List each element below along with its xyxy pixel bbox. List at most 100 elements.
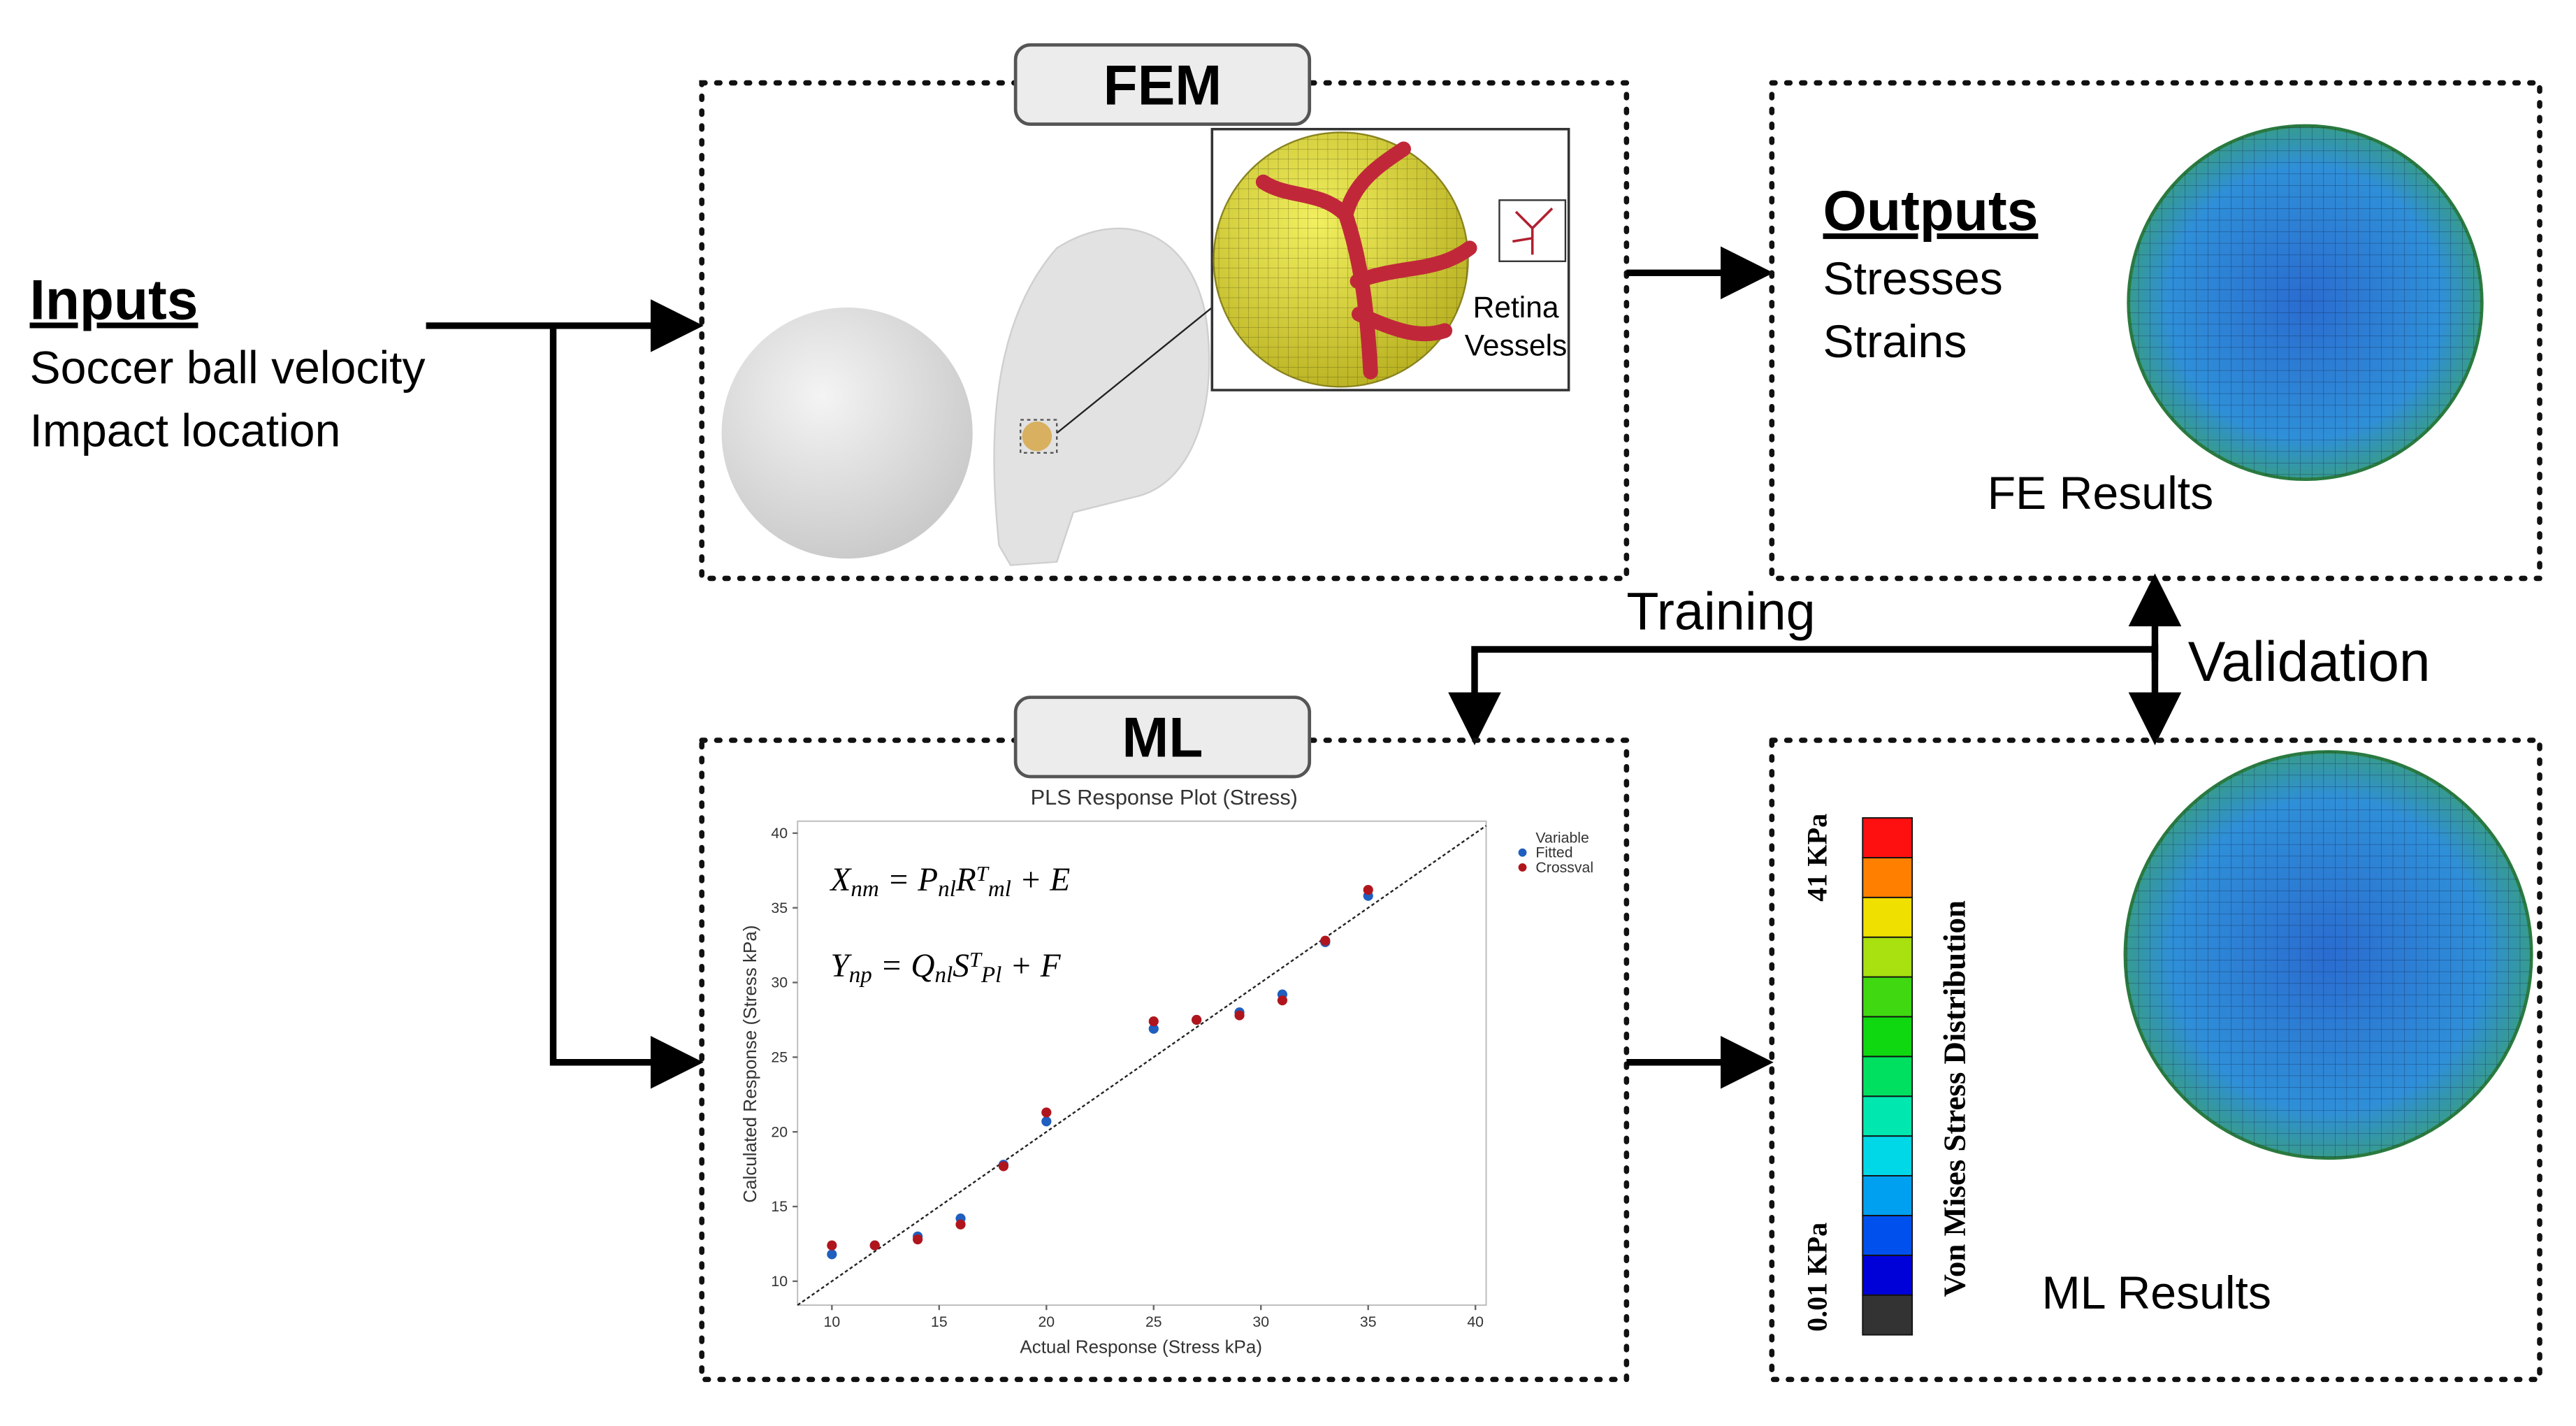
- point: [1148, 1016, 1159, 1027]
- colorbar-title: Von Mises Stress Distribution: [1937, 900, 1972, 1297]
- colorbar-segment: [1862, 1175, 1913, 1216]
- y-tick-label: 25: [771, 1049, 788, 1065]
- x-axis-label: Actual Response (Stress kPa): [1020, 1337, 1262, 1357]
- equation-part: Y: [830, 948, 852, 984]
- point: [1234, 1010, 1245, 1021]
- point: [1192, 1014, 1202, 1025]
- equation-part: Pl: [981, 963, 1001, 988]
- x-tick-label: 15: [931, 1313, 948, 1330]
- x-tick-label: 35: [1360, 1313, 1377, 1330]
- input-item: Impact location: [30, 405, 341, 456]
- equation-part: S: [953, 948, 969, 984]
- colorbar-segment: [1862, 1016, 1913, 1058]
- colorbar-segment: [1862, 1135, 1913, 1176]
- zoom-box: [1020, 419, 1058, 454]
- y-axis-label: Calculated Response (Stress kPa): [739, 926, 760, 1203]
- outputs-title: Outputs: [1823, 180, 2039, 243]
- y-tick-label: 10: [771, 1273, 788, 1290]
- training-label: Training: [1626, 583, 1815, 642]
- output-item: Stresses: [1823, 253, 2003, 305]
- point: [955, 1219, 966, 1230]
- point: [1363, 884, 1373, 895]
- colorbar-segment: [1862, 817, 1913, 858]
- arrow: [549, 325, 704, 1089]
- equation-part: T: [969, 948, 983, 972]
- validation-label: Validation: [2188, 631, 2431, 693]
- x-tick-label: 25: [1145, 1313, 1162, 1330]
- colorbar-segment: [1862, 896, 1913, 938]
- point: [913, 1234, 923, 1245]
- soccer-ball: [721, 307, 973, 559]
- colorbar-segment: [1862, 1095, 1913, 1137]
- fe-mesh: [2128, 126, 2482, 480]
- point: [869, 1240, 880, 1251]
- y-tick-label: 20: [771, 1123, 788, 1140]
- equation-part: X: [829, 862, 852, 898]
- equation-part: nm: [851, 877, 878, 902]
- training-arrow: [1448, 646, 2155, 746]
- point: [1277, 995, 1288, 1006]
- colorbar-segment: [1862, 1214, 1913, 1256]
- colorbar-min: 0.01 KPa: [1801, 1223, 1832, 1332]
- ml-box: [699, 737, 1630, 1383]
- y-tick-label: 40: [771, 825, 788, 842]
- colorbar-segment: [1862, 1294, 1913, 1336]
- legend-marker: [1518, 863, 1527, 872]
- fe-caption: FE Results: [1988, 468, 2213, 519]
- inputs-title: Inputs: [30, 268, 198, 331]
- x-tick-label: 40: [1467, 1313, 1484, 1330]
- ml-label: ML: [1122, 707, 1203, 770]
- point: [1041, 1107, 1052, 1118]
- ml-label-box: [1013, 696, 1312, 779]
- ml-caption: ML Results: [2042, 1267, 2271, 1319]
- point: [998, 1161, 1008, 1172]
- inset-label: Retina: [1473, 291, 1559, 324]
- y-tick-label: 15: [771, 1198, 788, 1215]
- fem-label: FEM: [1104, 54, 1222, 117]
- equation-part: T: [976, 862, 990, 886]
- eye: [1022, 421, 1052, 452]
- output-item: Strains: [1823, 316, 1967, 368]
- scatter-plot: 10 15 20 25 30 35 40 10 15 20 25 30 35 40 FittedCrossv…: [771, 820, 1593, 1330]
- x-tick-label: 20: [1038, 1313, 1055, 1330]
- legend-entry: Crossval: [1535, 859, 1593, 876]
- equation-part: = P: [879, 862, 938, 898]
- plot-title: PLS Response Plot (Stress): [1031, 785, 1298, 809]
- plot-frame: [797, 820, 1487, 1306]
- legend-marker: [1518, 848, 1527, 857]
- x-tick-label: 10: [824, 1313, 841, 1330]
- vessel-icon: [1512, 207, 1554, 255]
- equation: Xnm = PnlRTml + E: [829, 862, 1070, 902]
- ml-results-box: [1769, 737, 2542, 1383]
- reference-line: [797, 825, 1487, 1306]
- colorbar-segment: [1862, 1254, 1913, 1296]
- equation-part: nl: [934, 963, 953, 988]
- point: [827, 1240, 837, 1251]
- legend-entry: Fitted: [1535, 844, 1572, 861]
- inset-label: Vessels: [1465, 329, 1568, 362]
- equation-part: = Q: [872, 948, 935, 984]
- point: [1148, 1023, 1159, 1034]
- equation-part: + E: [1011, 862, 1071, 898]
- input-item: Soccer ball velocity: [30, 343, 426, 394]
- colorbar-segment: [1862, 936, 1913, 978]
- fem-label-box: [1013, 43, 1312, 127]
- colorbar-segment: [1862, 856, 1913, 898]
- equation: Ynp = QnlSTPl + F: [830, 948, 1061, 988]
- equation-part: nl: [938, 877, 956, 902]
- equation-part: np: [849, 963, 872, 988]
- x-tick-label: 30: [1252, 1313, 1269, 1330]
- colorbar-segment: [1862, 976, 1913, 1018]
- point: [1320, 935, 1331, 946]
- colorbar: [1862, 817, 1913, 1336]
- equation-part: R: [955, 862, 976, 898]
- point: [827, 1249, 837, 1260]
- colorbar-max: 41 KPa: [1801, 814, 1832, 902]
- y-tick-label: 30: [771, 974, 788, 991]
- y-tick-label: 35: [771, 900, 788, 916]
- equation-part: ml: [988, 877, 1011, 902]
- colorbar-segment: [1862, 1056, 1913, 1097]
- ml-mesh: [2125, 751, 2532, 1158]
